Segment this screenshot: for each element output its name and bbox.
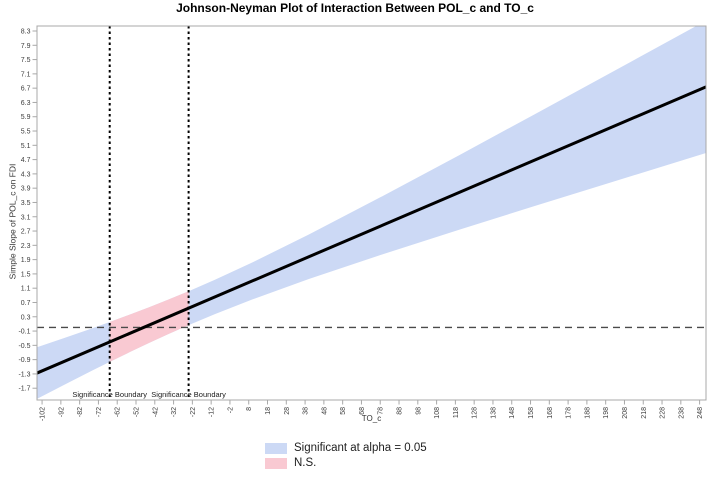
x-tick-label: 158: [528, 407, 535, 419]
legend-label-significant: Significant at alpha = 0.05: [294, 442, 427, 454]
y-tick-label: -0.9: [18, 357, 30, 364]
legend-item-ns: N.S.: [265, 457, 427, 470]
plot-layers: [37, 26, 706, 400]
y-tick-label: 4.3: [21, 171, 31, 178]
y-tick-label: 5.9: [21, 114, 31, 121]
x-tick-label: 98: [415, 407, 422, 415]
x-tick-label: 188: [584, 407, 591, 419]
y-tick-label: 1.1: [21, 286, 31, 293]
y-tick-label: 8.3: [21, 29, 31, 36]
x-tick-label: -102: [40, 407, 47, 421]
simple-slope-line: [37, 85, 706, 375]
y-tick-label: 0.3: [21, 314, 31, 321]
y-tick-label: 6.3: [21, 100, 31, 107]
y-tick-label: -1.7: [18, 386, 30, 393]
x-tick-label: -52: [134, 407, 141, 417]
significance-boundary-label-2: Significance Boundary: [151, 390, 226, 399]
x-tick-label: 218: [641, 407, 648, 419]
y-axis-label: Simple Slope of POL_c on FDI: [7, 163, 18, 280]
x-tick-label: 128: [472, 407, 479, 419]
y-tick-label: 3.9: [21, 186, 31, 193]
y-tick-label: 7.9: [21, 43, 31, 50]
x-tick-label: 68: [359, 407, 366, 415]
x-tick-label: 8: [246, 407, 253, 411]
x-tick-label: 208: [622, 407, 629, 419]
significance-boundary-label-1: Significance Boundary: [72, 390, 147, 399]
x-tick-label: 118: [453, 407, 460, 418]
y-tick-label: 7.5: [21, 57, 31, 64]
legend-label-ns: N.S.: [294, 457, 317, 469]
x-tick-label: -22: [190, 407, 197, 417]
plot-frame: [36, 25, 707, 401]
y-tick-label: 2.3: [21, 243, 31, 250]
y-tick-label: -0.1: [18, 329, 30, 336]
x-tick-label: 88: [397, 407, 404, 415]
x-tick-label: 228: [660, 407, 667, 419]
legend-item-significant: Significant at alpha = 0.05: [265, 442, 427, 455]
y-tick-label: 5.5: [21, 129, 31, 136]
x-tick-label: -32: [171, 407, 178, 417]
plot-canvas: Significance Boundary Significance Bounda…: [18, 25, 707, 421]
y-tick-label: -0.5: [18, 343, 30, 350]
y-tick-label: 7.1: [21, 71, 31, 78]
legend: Significant at alpha = 0.05 N.S.: [265, 442, 427, 472]
x-tick-label: 138: [490, 407, 497, 419]
y-tick-label: 6.7: [21, 86, 31, 93]
x-tick-label: 148: [509, 407, 516, 419]
x-tick-label: -62: [115, 407, 122, 417]
x-tick-label: 238: [678, 407, 685, 419]
y-tick-label: 3.1: [21, 214, 31, 221]
x-tick-label: -42: [152, 407, 159, 417]
y-tick-label: 1.9: [21, 257, 31, 264]
x-tick-label: 168: [547, 407, 554, 419]
x-tick-label: 198: [603, 407, 610, 419]
y-tick-label: 5.1: [21, 143, 31, 150]
x-tick-label: 248: [697, 407, 704, 419]
y-tick-label: 2.7: [21, 229, 31, 236]
x-tick-label: 108: [434, 407, 441, 419]
significant-band: [37, 26, 706, 399]
significant-swatch: [265, 443, 287, 454]
x-tick-label: -82: [77, 407, 84, 417]
x-tick-label: 38: [303, 407, 310, 415]
x-tick-label: 58: [340, 407, 347, 415]
x-tick-label: 178: [566, 407, 573, 419]
x-tick-label: -2: [227, 407, 234, 413]
x-tick-label: -72: [96, 407, 103, 417]
x-tick-label: 18: [265, 407, 272, 415]
x-tick-label: -92: [58, 407, 65, 417]
y-tick-label: 1.5: [21, 271, 31, 278]
y-tick-label: 4.7: [21, 157, 31, 164]
x-tick-label: 48: [321, 407, 328, 415]
x-tick-label: 28: [284, 407, 291, 415]
ns-swatch: [265, 458, 287, 469]
chart-title: Johnson-Neyman Plot of Interaction Betwe…: [176, 1, 534, 15]
x-tick-label: 78: [378, 407, 385, 415]
y-tick-label: 3.5: [21, 200, 31, 207]
y-tick-label: -1.3: [18, 371, 30, 378]
y-tick-label: 0.7: [21, 300, 31, 307]
x-tick-label: -12: [209, 407, 216, 417]
x-axis-label: TO_c: [361, 414, 382, 423]
